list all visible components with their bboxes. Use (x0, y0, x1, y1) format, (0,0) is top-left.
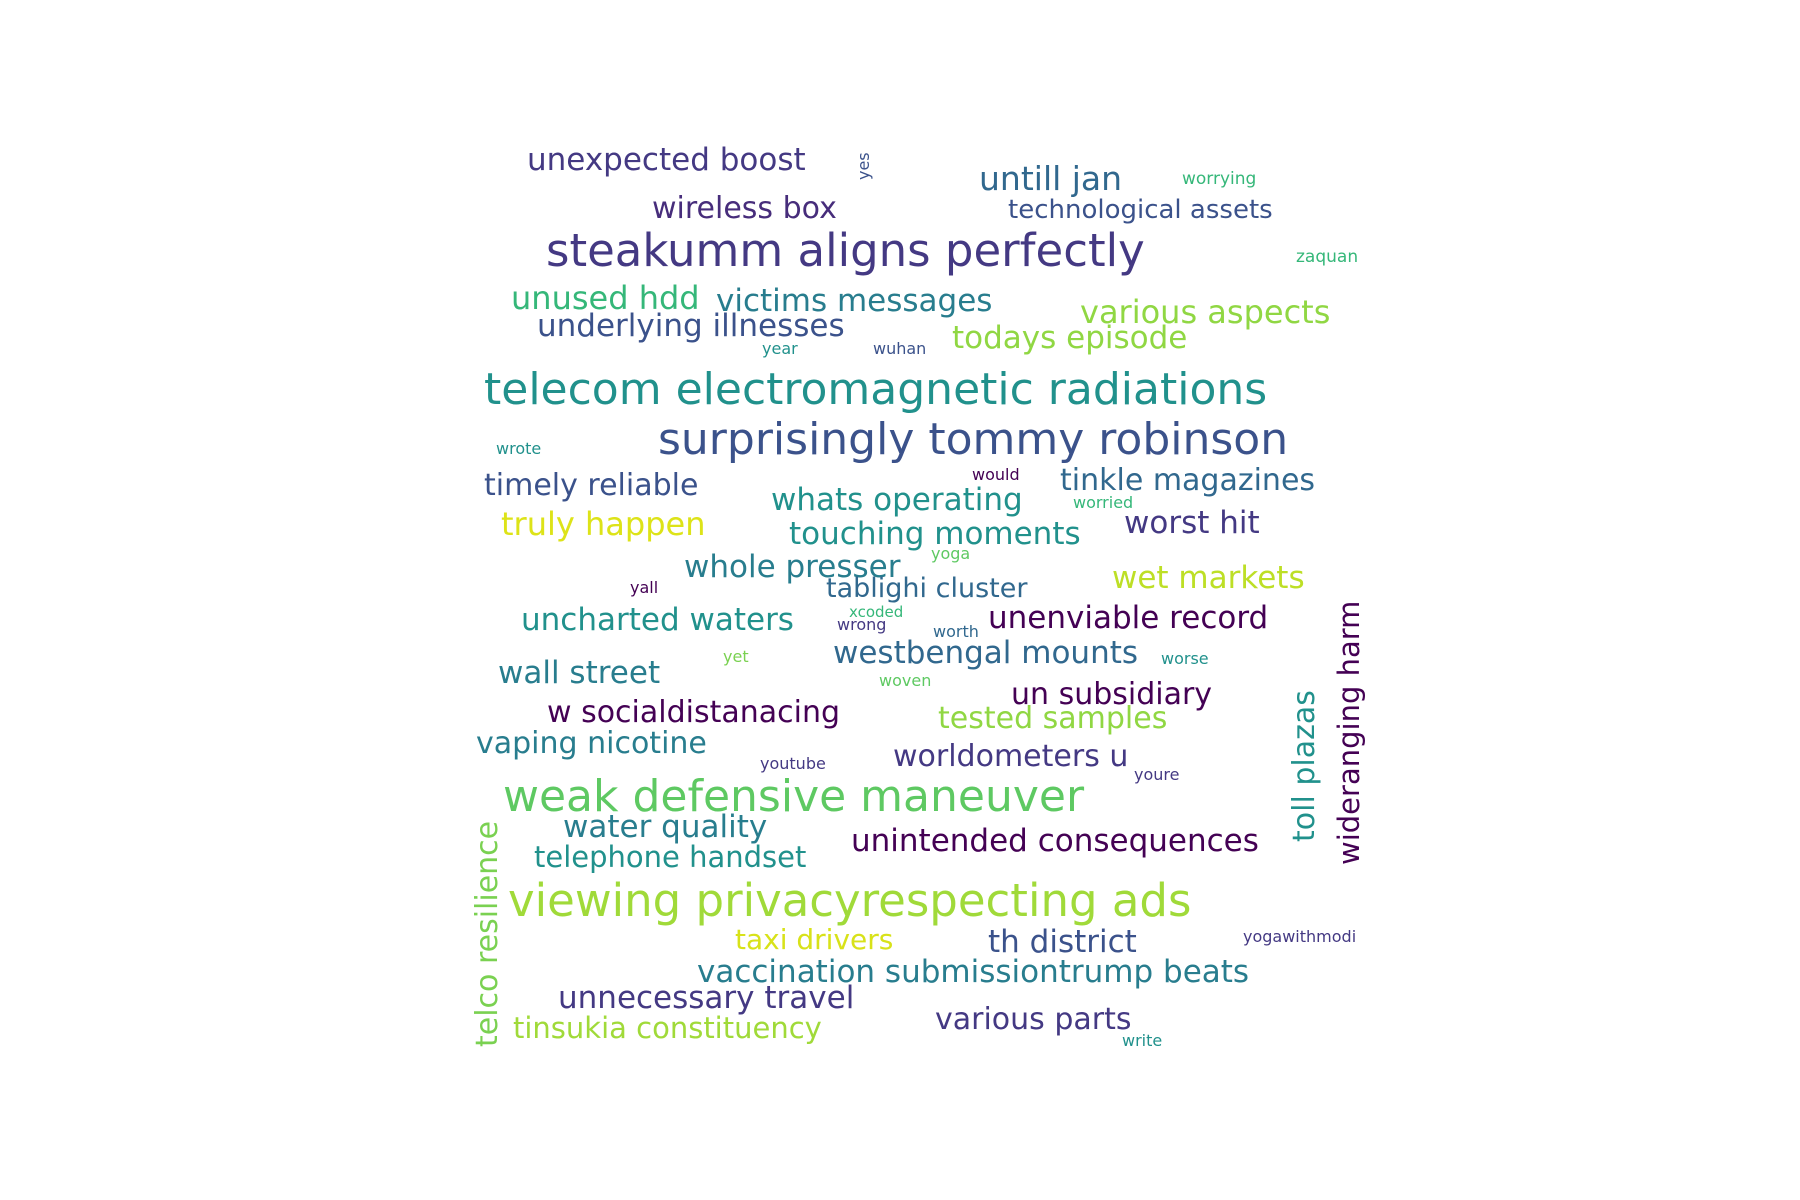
word-w02: yes (854, 152, 873, 180)
word-w55: telephone handset (534, 840, 807, 874)
word-w23: worried (1073, 493, 1134, 512)
word-w14: year (762, 339, 798, 358)
word-w51: weak defensive maneuver (503, 771, 1085, 822)
word-w64: write (1122, 1031, 1163, 1050)
word-w57: taxi drivers (735, 923, 894, 956)
word-w20: timely reliable (484, 468, 699, 503)
word-w56: viewing privacyrespecting ads (508, 874, 1192, 927)
word-w58: th district (988, 924, 1137, 960)
word-w38: westbengal mounts (833, 635, 1139, 671)
word-w35: worth (933, 622, 979, 641)
word-w22: whats operating (771, 482, 1023, 518)
word-w11: various aspects (1080, 293, 1331, 331)
word-w63: various parts (935, 1002, 1132, 1037)
word-w12: underlying illnesses (537, 308, 845, 344)
word-w27: yoga (931, 544, 971, 563)
word-w39: toll plazas (1287, 690, 1322, 842)
word-w18: wrote (496, 439, 542, 458)
word-w33: uncharted waters (521, 602, 794, 638)
word-w47: vaping nicotine (476, 726, 707, 761)
word-w48: youtube (760, 754, 826, 773)
word-w21: tinkle magazines (1060, 463, 1316, 498)
word-w43: woven (879, 671, 932, 690)
word-w61: unnecessary travel (558, 980, 855, 1016)
word-w24: truly happen (501, 505, 706, 543)
word-w28: whole presser (684, 549, 901, 585)
word-w07: steakumm aligns perfectly (546, 224, 1145, 277)
word-w08: zaquan (1296, 247, 1359, 267)
word-w29: wet markets (1112, 560, 1305, 596)
word-w37: wideranging harm (1332, 600, 1366, 865)
word-w40: wall street (498, 655, 661, 691)
word-w62: tinsukia constituency (513, 1011, 822, 1045)
word-w36: unenviable record (988, 600, 1269, 636)
word-w42: worse (1161, 649, 1209, 668)
word-w45: w socialdistanacing (547, 695, 841, 730)
word-w16: telecom electromagnetic radiations (484, 364, 1268, 415)
word-w10: victims messages (716, 283, 993, 319)
word-w04: worrying (1182, 169, 1257, 189)
word-w32: xcoded (849, 603, 904, 621)
word-w05: wireless box (652, 191, 837, 226)
word-w06: technological assets (1008, 195, 1273, 225)
word-w03: untill jan (979, 159, 1123, 198)
word-w50: youre (1134, 765, 1180, 784)
word-w25: touching moments (789, 516, 1081, 552)
word-w26: worst hit (1124, 505, 1260, 541)
word-w13: todays episode (952, 320, 1188, 356)
word-w15: wuhan (873, 339, 927, 358)
word-w31: tablighi cluster (826, 573, 1028, 604)
word-w41: yet (723, 647, 749, 666)
word-w46: tested samples (938, 701, 1168, 736)
word-w53: water quality (563, 809, 768, 845)
word-w54: unintended consequences (851, 823, 1259, 859)
word-w60: vaccination submissiontrump beats (697, 954, 1250, 990)
word-w19: would (972, 465, 1020, 484)
word-w01: unexpected boost (527, 142, 806, 178)
word-w09: unused hdd (511, 279, 700, 317)
word-w52: telco resilience (470, 820, 505, 1047)
word-w44: un subsidiary (1011, 677, 1213, 712)
word-w49: worldometers u (893, 739, 1129, 774)
word-w17: surprisingly tommy robinson (658, 414, 1289, 465)
word-w34: wrong (837, 615, 887, 634)
word-w59: yogawithmodi (1243, 927, 1357, 946)
word-w30: yall (630, 578, 659, 597)
